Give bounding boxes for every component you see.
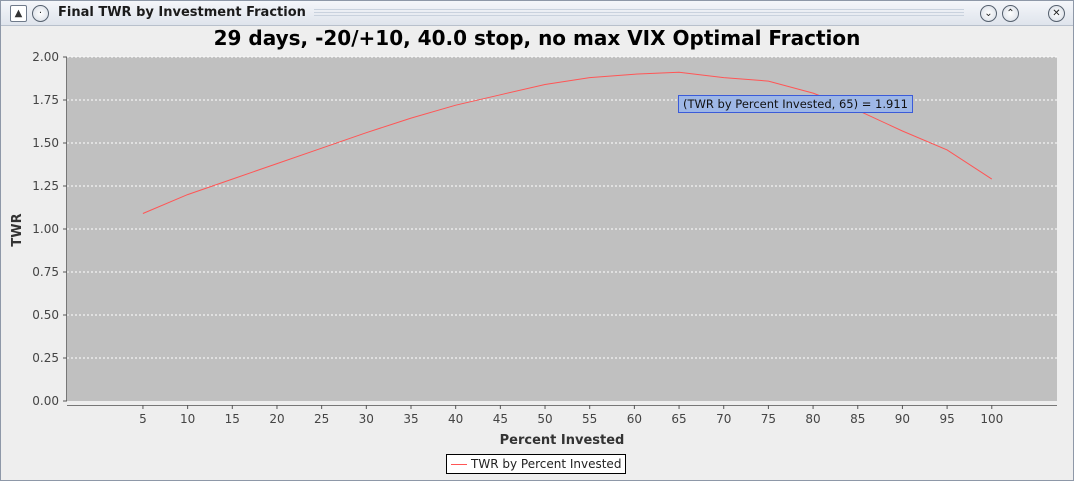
- data-point[interactable]: [676, 69, 682, 75]
- x-axis-label: Percent Invested: [500, 433, 625, 448]
- x-tick-label: 45: [493, 412, 508, 426]
- y-tick-label: 0.00: [32, 394, 59, 408]
- y-tick-label: 1.75: [32, 93, 59, 107]
- y-tick-label: 1.25: [32, 179, 59, 193]
- y-axis-label: TWR: [10, 213, 25, 246]
- x-tick-label: 65: [671, 412, 686, 426]
- x-tick-label: 30: [359, 412, 374, 426]
- x-tick-label: 80: [805, 412, 820, 426]
- chart-title: 29 days, -20/+10, 40.0 stop, no max VIX …: [213, 26, 861, 50]
- data-point[interactable]: [989, 176, 995, 182]
- legend-label: TWR by Percent Invested: [471, 457, 622, 471]
- data-point[interactable]: [229, 176, 235, 182]
- x-axis-ticks: 5 10 15 20 25 30 35 40 45 50 55 60 65 70 75 80 85 90 95 100: [139, 405, 1003, 426]
- y-axis-ticks: 0.00 0.25 0.50 0.75 1.00 1.25 1.50 1.75 2.00: [32, 50, 67, 408]
- data-point[interactable]: [721, 75, 727, 81]
- data-point[interactable]: [497, 92, 503, 98]
- y-tick-label: 0.75: [32, 265, 59, 279]
- x-tick-label: 70: [716, 412, 731, 426]
- maximize-icon[interactable]: ⌃: [1002, 5, 1019, 22]
- x-tick-label: 50: [537, 412, 552, 426]
- java-app-icon[interactable]: ▲: [10, 5, 27, 22]
- window-menu-icon[interactable]: ·: [32, 5, 49, 22]
- y-tick-label: 2.00: [32, 50, 59, 64]
- data-point[interactable]: [944, 147, 950, 153]
- x-tick-label: 40: [448, 412, 463, 426]
- x-tick-label: 55: [582, 412, 597, 426]
- data-point[interactable]: [765, 78, 771, 84]
- x-tick-label: 25: [314, 412, 329, 426]
- data-point[interactable]: [631, 71, 637, 77]
- close-icon[interactable]: ✕: [1048, 5, 1065, 22]
- data-point[interactable]: [185, 192, 191, 198]
- x-tick-label: 15: [225, 412, 240, 426]
- x-tick-label: 90: [895, 412, 910, 426]
- y-tick-label: 0.25: [32, 351, 59, 365]
- data-point[interactable]: [140, 211, 146, 217]
- window-title: Final TWR by Investment Fraction: [58, 5, 306, 20]
- data-point[interactable]: [587, 75, 593, 81]
- x-tick-label: 60: [627, 412, 642, 426]
- data-point[interactable]: [363, 130, 369, 136]
- x-tick-label: 100: [980, 412, 1003, 426]
- x-tick-label: 75: [761, 412, 776, 426]
- y-tick-label: 1.50: [32, 136, 59, 150]
- legend-swatch: [451, 464, 467, 465]
- data-point[interactable]: [899, 128, 905, 134]
- data-point[interactable]: [453, 102, 459, 108]
- title-bar-grip: [314, 9, 964, 17]
- x-tick-label: 10: [180, 412, 195, 426]
- x-tick-label: 85: [850, 412, 865, 426]
- title-bar[interactable]: ▲ · Final TWR by Investment Fraction ⌄ ⌃…: [1, 1, 1073, 26]
- x-tick-label: 5: [139, 412, 147, 426]
- x-tick-label: 35: [403, 412, 418, 426]
- data-point[interactable]: [542, 82, 548, 88]
- x-tick-label: 20: [269, 412, 284, 426]
- data-point[interactable]: [408, 115, 414, 121]
- y-tick-label: 1.00: [32, 222, 59, 236]
- minimize-icon[interactable]: ⌄: [980, 5, 997, 22]
- data-point[interactable]: [274, 161, 280, 167]
- x-tick-label: 95: [939, 412, 954, 426]
- chart-legend[interactable]: TWR by Percent Invested: [446, 454, 626, 474]
- data-point[interactable]: [319, 145, 325, 151]
- data-point-tooltip: (TWR by Percent Invested, 65) = 1.911: [678, 95, 913, 113]
- y-tick-label: 0.50: [32, 308, 59, 322]
